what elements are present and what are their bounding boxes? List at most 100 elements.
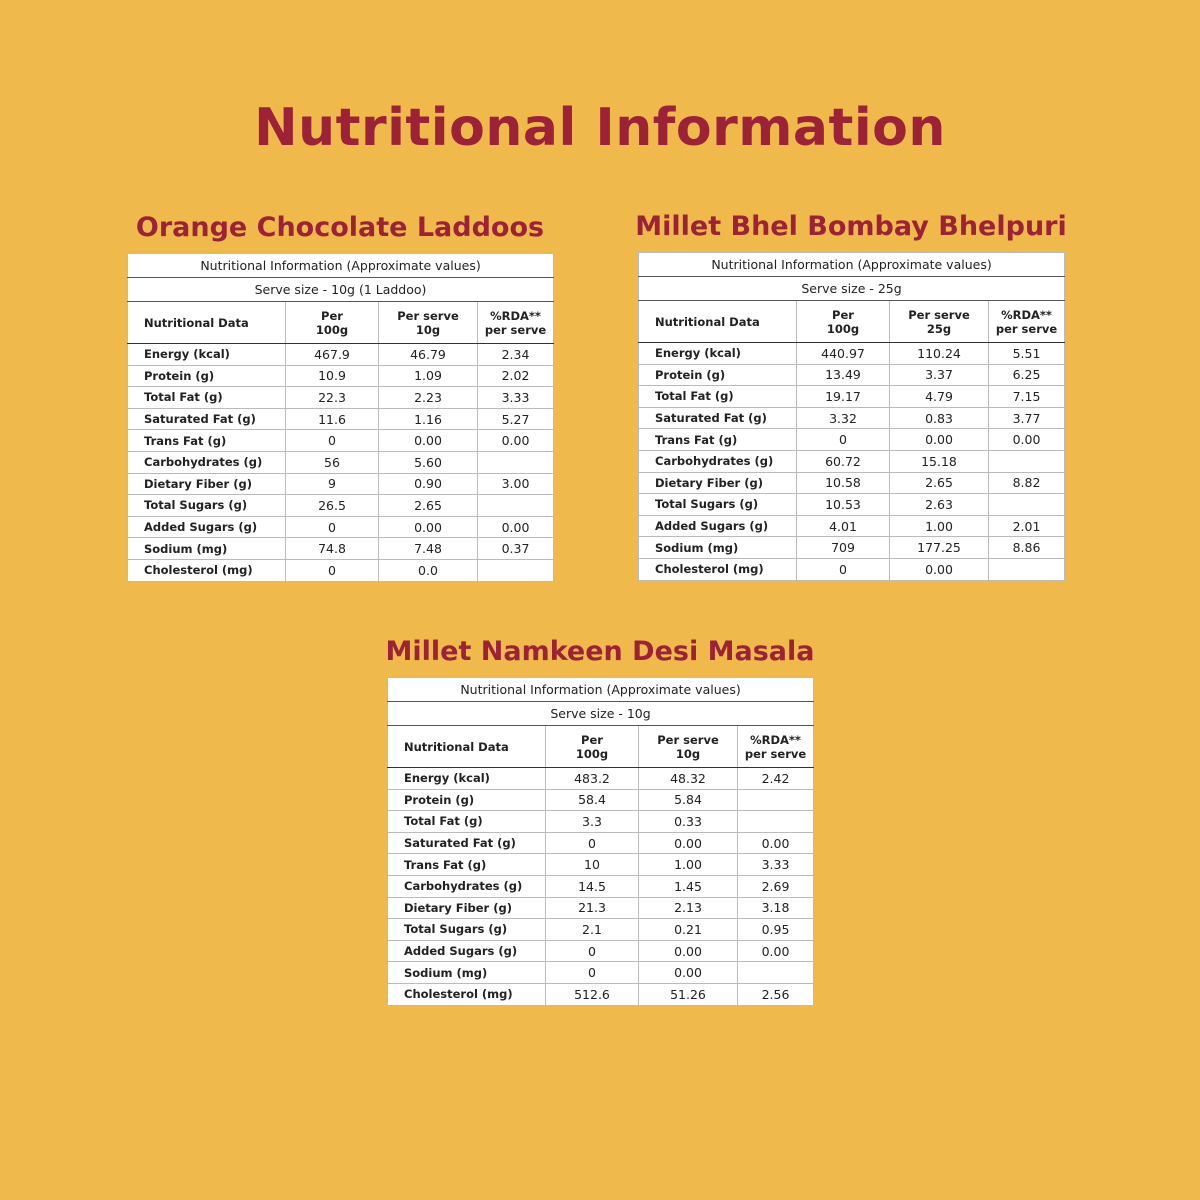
- product-name: Orange Chocolate Laddoos: [135, 212, 545, 243]
- data-row: Energy (kcal) 483.2 48.32 2.42: [387, 767, 815, 790]
- nutrient-value: 8.82: [987, 471, 1066, 495]
- nutrient-label: Energy (kcal): [387, 767, 546, 790]
- product: Orange Chocolate Laddoos Nutritional Info…: [126, 208, 555, 582]
- nutrient-label: Cholesterol (mg): [387, 982, 546, 1006]
- nutrient-value: 7.15: [987, 385, 1066, 408]
- nutrient-value: 0: [285, 515, 379, 539]
- serve-row: Serve size - 10g (1 Laddoo): [126, 277, 555, 302]
- header-line: 10g: [675, 746, 701, 761]
- nutrient-value: 4.01: [796, 514, 890, 538]
- data-row: Cholesterol (mg) 0 0.00: [638, 557, 1066, 581]
- nutrient-value: 13.49: [796, 363, 890, 387]
- nutrient-value: 0: [545, 831, 639, 855]
- nutrient-value: 0: [285, 429, 379, 452]
- nutrient-value: 2.69: [736, 874, 815, 898]
- nutrient-value: 2.01: [987, 514, 1066, 538]
- nutrient-label: Total Sugars (g): [127, 494, 286, 517]
- caption-row: Nutritional Information (Approximate val…: [386, 677, 815, 702]
- caption-row: Nutritional Information (Approximate val…: [637, 252, 1066, 277]
- header-line: 100g: [575, 746, 609, 761]
- nutrient-value: 0.00: [889, 557, 989, 581]
- header-cell: Per 100g: [545, 725, 639, 768]
- nutrient-value: 0.00: [889, 428, 989, 451]
- header-line: %RDA**: [750, 732, 801, 747]
- page-title: Nutritional Information: [254, 98, 946, 158]
- product: Millet Namkeen Desi Masala Nutritional In…: [386, 632, 815, 1006]
- nutrient-value: [987, 557, 1066, 581]
- nutrient-value: 0: [545, 961, 639, 984]
- header-line: Per serve: [908, 307, 970, 322]
- data-row: Saturated Fat (g) 11.6 1.16 5.27: [127, 407, 555, 431]
- nutrient-value: 9: [285, 472, 379, 496]
- nutrient-label: Carbohydrates (g): [127, 450, 286, 474]
- nutrient-value: 0.00: [736, 831, 815, 855]
- data-row: Total Sugars (g) 26.5 2.65: [127, 494, 555, 517]
- nutrient-label: Total Fat (g): [127, 386, 286, 409]
- data-row: Cholesterol (mg) 0 0.0: [127, 558, 555, 582]
- nutrient-label: Energy (kcal): [127, 343, 286, 366]
- nutrient-label: Cholesterol (mg): [638, 557, 797, 581]
- nutrient-value: 1.09: [378, 364, 478, 388]
- nutrient-value: [476, 558, 555, 582]
- serve-size: Serve size - 25g: [637, 276, 1066, 301]
- nutrient-value: 3.00: [476, 472, 555, 496]
- nutrient-value: 3.32: [796, 406, 890, 430]
- nutrient-label: Carbohydrates (g): [387, 874, 546, 898]
- serve-size: Serve size - 10g (1 Laddoo): [126, 277, 555, 302]
- nutrient-label: Protein (g): [638, 363, 797, 387]
- serve-row: Serve size - 10g: [386, 701, 815, 726]
- data-row: Saturated Fat (g) 3.32 0.83 3.77: [638, 406, 1066, 430]
- nutrient-value: 177.25: [889, 536, 989, 559]
- nutrient-value: 0.90: [378, 472, 478, 496]
- nutrient-value: 5.51: [987, 342, 1066, 365]
- nutrient-value: 3.37: [889, 363, 989, 387]
- data-row: Saturated Fat (g) 0 0.00 0.00: [387, 831, 815, 855]
- nutrient-value: 440.97: [796, 342, 890, 365]
- nutrient-value: 3.33: [736, 853, 815, 876]
- nutrient-value: 3.77: [987, 406, 1066, 430]
- nutrient-value: 2.23: [378, 386, 478, 409]
- header-line: 25g: [926, 321, 952, 336]
- nutrient-value: 5.27: [476, 407, 555, 431]
- nutrient-value: [987, 493, 1066, 516]
- data-row: Total Sugars (g) 2.1 0.21 0.95: [387, 918, 815, 941]
- nutrient-value: 0.00: [736, 939, 815, 963]
- data-row: Protein (g) 10.9 1.09 2.02: [127, 364, 555, 388]
- nutrient-value: [476, 450, 555, 474]
- nutrient-value: 3.18: [736, 896, 815, 920]
- caption: Nutritional Information (Approximate val…: [386, 677, 815, 702]
- header-line: Per: [832, 307, 854, 322]
- nutrient-label: Total Sugars (g): [387, 918, 546, 941]
- nutrient-value: 2.42: [736, 767, 815, 790]
- nutrient-value: [736, 810, 815, 833]
- nutrient-value: 14.5: [545, 874, 639, 898]
- nutrient-label: Added Sugars (g): [127, 515, 286, 539]
- data-row: Dietary Fiber (g) 10.58 2.65 8.82: [638, 471, 1066, 495]
- nutrient-value: 5.60: [378, 450, 478, 474]
- nutrient-value: 19.17: [796, 385, 890, 408]
- nutrient-value: 512.6: [545, 982, 639, 1006]
- data-row: Added Sugars (g) 4.01 1.00 2.01: [638, 514, 1066, 538]
- nutrient-value: 0: [796, 428, 890, 451]
- header-cell: Per serve 25g: [889, 300, 989, 343]
- nutrient-value: 10.53: [796, 493, 890, 516]
- nutrient-label: Added Sugars (g): [387, 939, 546, 963]
- nutrient-label: Trans Fat (g): [387, 853, 546, 876]
- nutrient-value: 0.83: [889, 406, 989, 430]
- nutrient-value: 709: [796, 536, 890, 559]
- data-row: Sodium (mg) 709 177.25 8.86: [638, 536, 1066, 559]
- header-line: %RDA**: [1001, 307, 1052, 322]
- nutrient-label: Dietary Fiber (g): [127, 472, 286, 496]
- nutrient-value: 0.95: [736, 918, 815, 941]
- header-line: 10g: [415, 322, 441, 337]
- header-line: Per: [321, 308, 343, 323]
- nutrient-value: 74.8: [285, 537, 379, 560]
- header-line: Nutritional Data: [144, 315, 249, 330]
- nutrition-table: Nutritional Information (Approximate val…: [386, 677, 815, 1006]
- nutrient-label: Added Sugars (g): [638, 514, 797, 538]
- nutrient-value: 1.16: [378, 407, 478, 431]
- nutrient-value: 2.02: [476, 364, 555, 388]
- header-line: Per: [581, 732, 603, 747]
- nutrient-value: 110.24: [889, 342, 989, 365]
- nutrient-value: 48.32: [638, 767, 738, 790]
